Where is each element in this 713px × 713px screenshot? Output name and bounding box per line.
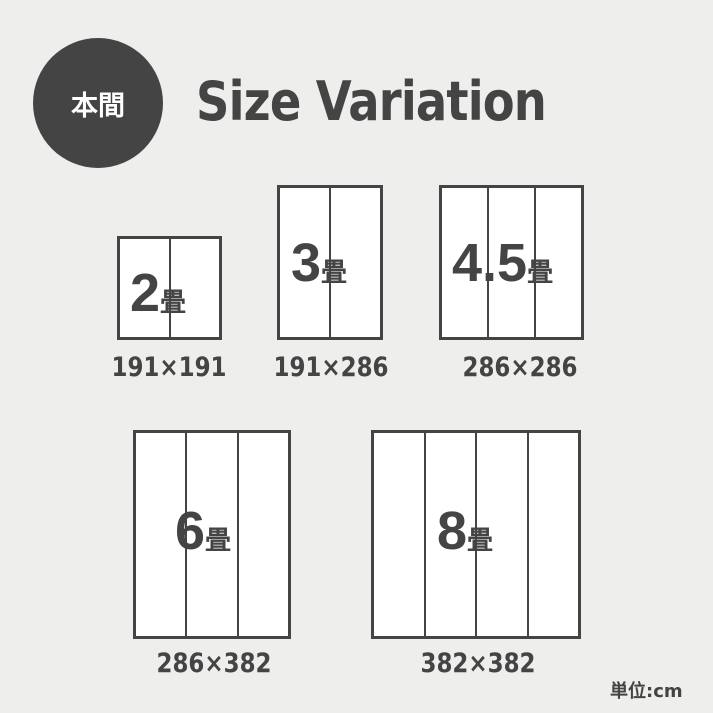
mat-panel [168,239,220,337]
unit-label: 単位:cm [610,681,683,702]
dimensions-2: 191×191 [111,352,227,383]
mat-diagram-3 [277,185,383,340]
jo-unit: 畳 [321,258,348,288]
jo-unit: 畳 [205,526,232,556]
jo-unit: 畳 [467,526,494,556]
dimensions-4-5: 286×286 [462,352,578,383]
page-title: Size Variation [196,70,547,133]
badge-label: 本間 [71,90,125,122]
mat-panel [526,433,579,636]
jo-unit: 畳 [527,258,554,288]
mat-panel [374,433,424,636]
mat-panel [236,433,288,636]
mat-panel [329,188,380,337]
dimensions-8: 382×382 [420,648,536,679]
jo-unit: 畳 [160,288,187,318]
dimensions-6: 286×382 [156,648,272,679]
size-label-4-5: 4.5 畳 [452,232,553,294]
mat-diagram-8 [371,430,581,639]
mat-count: 6 [175,501,206,561]
mat-count: 3 [291,233,322,293]
mat-count: 2 [130,263,161,323]
mat-diagram-2 [117,236,222,340]
mat-panel [534,188,581,337]
mat-panel [475,433,527,636]
mat-panel [423,433,476,636]
mat-diagram-4-5 [439,185,584,340]
mat-count: 4.5 [452,233,528,293]
dimensions-3: 191×286 [273,352,389,383]
mat-count: 8 [437,501,468,561]
room-type-badge: 本間 [33,38,163,168]
mat-panel [185,433,236,636]
mat-diagram-6 [133,430,291,639]
mat-panel [487,188,534,337]
